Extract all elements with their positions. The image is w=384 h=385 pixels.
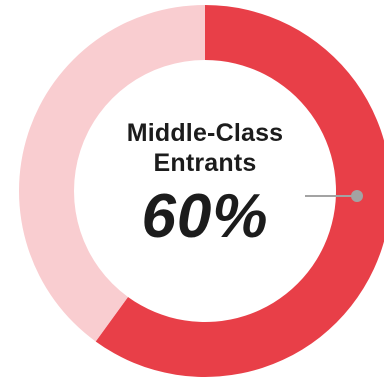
callout-dot (351, 190, 363, 202)
donut-slice-1 (95, 5, 384, 377)
center-label: Middle-Class Entrants 60% (92, 118, 318, 252)
center-value: 60% (141, 182, 269, 251)
donut-slice-2 (19, 5, 205, 342)
center-title: Middle-Class Entrants (126, 119, 284, 177)
